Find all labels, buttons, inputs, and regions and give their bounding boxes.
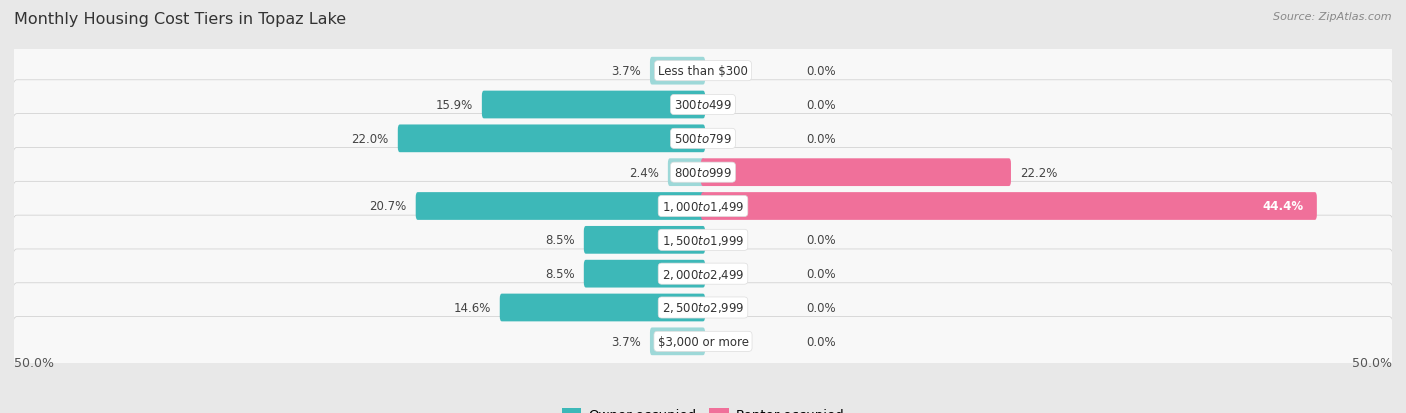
Text: 20.7%: 20.7% bbox=[370, 200, 406, 213]
Text: $2,000 to $2,499: $2,000 to $2,499 bbox=[662, 267, 744, 281]
FancyBboxPatch shape bbox=[13, 317, 1393, 366]
Text: Less than $300: Less than $300 bbox=[658, 65, 748, 78]
Text: 14.6%: 14.6% bbox=[453, 301, 491, 314]
FancyBboxPatch shape bbox=[583, 260, 704, 288]
FancyBboxPatch shape bbox=[416, 192, 704, 221]
FancyBboxPatch shape bbox=[13, 216, 1393, 265]
Text: $300 to $499: $300 to $499 bbox=[673, 99, 733, 112]
Text: 0.0%: 0.0% bbox=[807, 234, 837, 247]
Text: $3,000 or more: $3,000 or more bbox=[658, 335, 748, 348]
FancyBboxPatch shape bbox=[13, 114, 1393, 164]
FancyBboxPatch shape bbox=[650, 328, 704, 355]
FancyBboxPatch shape bbox=[702, 192, 1317, 221]
Text: $500 to $799: $500 to $799 bbox=[673, 133, 733, 145]
Text: 0.0%: 0.0% bbox=[807, 268, 837, 280]
FancyBboxPatch shape bbox=[398, 125, 704, 153]
Text: 8.5%: 8.5% bbox=[546, 234, 575, 247]
Text: 0.0%: 0.0% bbox=[807, 133, 837, 145]
Text: Source: ZipAtlas.com: Source: ZipAtlas.com bbox=[1274, 12, 1392, 22]
FancyBboxPatch shape bbox=[13, 148, 1393, 197]
Text: $2,500 to $2,999: $2,500 to $2,999 bbox=[662, 301, 744, 315]
Text: Monthly Housing Cost Tiers in Topaz Lake: Monthly Housing Cost Tiers in Topaz Lake bbox=[14, 12, 346, 27]
Text: $800 to $999: $800 to $999 bbox=[673, 166, 733, 179]
Text: 3.7%: 3.7% bbox=[612, 65, 641, 78]
FancyBboxPatch shape bbox=[702, 159, 1011, 187]
FancyBboxPatch shape bbox=[583, 226, 704, 254]
FancyBboxPatch shape bbox=[482, 91, 704, 119]
Text: $1,500 to $1,999: $1,500 to $1,999 bbox=[662, 233, 744, 247]
Text: 15.9%: 15.9% bbox=[436, 99, 472, 112]
Text: 8.5%: 8.5% bbox=[546, 268, 575, 280]
Text: 22.0%: 22.0% bbox=[352, 133, 389, 145]
FancyBboxPatch shape bbox=[650, 58, 704, 85]
Text: 0.0%: 0.0% bbox=[807, 65, 837, 78]
Text: 0.0%: 0.0% bbox=[807, 335, 837, 348]
Text: 50.0%: 50.0% bbox=[1353, 356, 1392, 369]
Text: 0.0%: 0.0% bbox=[807, 99, 837, 112]
FancyBboxPatch shape bbox=[668, 159, 704, 187]
FancyBboxPatch shape bbox=[13, 81, 1393, 130]
Text: 2.4%: 2.4% bbox=[628, 166, 659, 179]
FancyBboxPatch shape bbox=[13, 283, 1393, 332]
Text: 3.7%: 3.7% bbox=[612, 335, 641, 348]
FancyBboxPatch shape bbox=[499, 294, 704, 322]
FancyBboxPatch shape bbox=[13, 249, 1393, 299]
FancyBboxPatch shape bbox=[13, 182, 1393, 231]
FancyBboxPatch shape bbox=[13, 47, 1393, 96]
Text: $1,000 to $1,499: $1,000 to $1,499 bbox=[662, 199, 744, 214]
Text: 0.0%: 0.0% bbox=[807, 301, 837, 314]
Legend: Owner-occupied, Renter-occupied: Owner-occupied, Renter-occupied bbox=[557, 402, 849, 413]
Text: 50.0%: 50.0% bbox=[14, 356, 53, 369]
Text: 44.4%: 44.4% bbox=[1263, 200, 1303, 213]
Text: 22.2%: 22.2% bbox=[1019, 166, 1057, 179]
